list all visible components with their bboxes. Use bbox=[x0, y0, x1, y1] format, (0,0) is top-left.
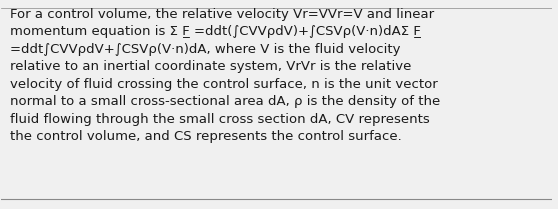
Text: For a control volume, the relative velocity Vr=VVr=V and linear
momentum equatio: For a control volume, the relative veloc… bbox=[9, 8, 440, 143]
